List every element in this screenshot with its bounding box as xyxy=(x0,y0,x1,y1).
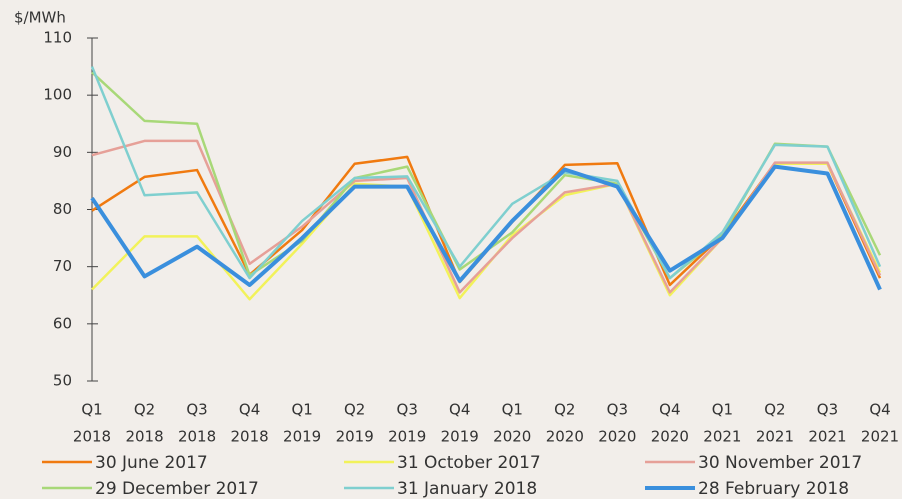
x-tick-label: 2019 xyxy=(283,428,321,446)
x-tick-label: Q3 xyxy=(186,401,207,419)
y-tick-label: 70 xyxy=(53,257,72,275)
x-tick-label: Q3 xyxy=(607,401,628,419)
x-tick-label: 2019 xyxy=(336,428,374,446)
x-tick-label: Q2 xyxy=(554,401,575,419)
x-tick-label: Q1 xyxy=(502,401,523,419)
x-tick-label: Q1 xyxy=(81,401,102,419)
series-line xyxy=(90,66,882,280)
y-tick-label: 100 xyxy=(43,86,72,104)
x-tick-label: Q1 xyxy=(291,401,312,419)
x-tick-label: Q3 xyxy=(817,401,838,419)
x-tick-label: Q4 xyxy=(869,401,890,419)
x-tick-label: 2018 xyxy=(178,428,216,446)
x-tick-label: Q1 xyxy=(712,401,733,419)
legend-label: 30 June 2017 xyxy=(95,453,208,473)
x-tick-label: Q2 xyxy=(344,401,365,419)
y-tick-label: 50 xyxy=(53,372,72,390)
legend-label: 29 December 2017 xyxy=(95,479,259,499)
x-tick-label: 2021 xyxy=(861,428,899,446)
x-tick-label: Q2 xyxy=(134,401,155,419)
x-tick-label: Q2 xyxy=(764,401,785,419)
y-tick-label: 80 xyxy=(53,200,72,218)
x-tick-label: Q3 xyxy=(397,401,418,419)
y-tick-label: 60 xyxy=(53,314,72,332)
x-tick-label: 2019 xyxy=(388,428,426,446)
x-tick-label: Q4 xyxy=(659,401,680,419)
x-tick-label: Q4 xyxy=(239,401,260,419)
y-tick-label: 110 xyxy=(43,29,72,47)
x-tick-label: 2021 xyxy=(703,428,741,446)
legend-label: 31 January 2018 xyxy=(397,479,537,499)
x-tick-label: 2020 xyxy=(598,428,636,446)
series-line xyxy=(90,164,882,291)
x-tick-label: 2018 xyxy=(73,428,111,446)
x-tick-label: 2021 xyxy=(808,428,846,446)
legend-label: 28 February 2018 xyxy=(698,479,849,499)
x-tick-label: 2020 xyxy=(651,428,689,446)
x-tick-label: 2021 xyxy=(756,428,794,446)
x-tick-label: 2019 xyxy=(441,428,479,446)
y-axis-title: $/MWh xyxy=(14,9,66,27)
y-tick-label: 90 xyxy=(53,143,72,161)
x-tick-label: 2018 xyxy=(125,428,163,446)
x-tick-label: 2020 xyxy=(546,428,584,446)
x-tick-label: 2020 xyxy=(493,428,531,446)
legend-label: 31 October 2017 xyxy=(397,453,541,473)
x-tick-label: Q4 xyxy=(449,401,470,419)
x-tick-label: 2018 xyxy=(231,428,269,446)
legend-label: 30 November 2017 xyxy=(698,453,862,473)
